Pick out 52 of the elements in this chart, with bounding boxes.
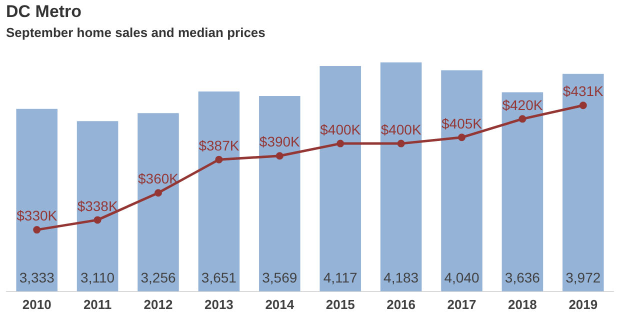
data-label: 3,333: [19, 269, 55, 286]
x-tick-label: 2012: [144, 296, 173, 312]
point: [276, 152, 284, 160]
bar: [441, 70, 482, 292]
point: [94, 216, 102, 224]
bar: [380, 62, 422, 292]
data-label: $405K: [442, 115, 483, 132]
data-label: $330K: [16, 208, 58, 224]
chart-subtitle: September home sales and median prices: [6, 25, 266, 40]
point: [518, 115, 526, 123]
data-label: 3,256: [140, 269, 176, 286]
bar: [16, 108, 58, 292]
x-tick-label: 2018: [508, 296, 537, 312]
data-label: 4,183: [384, 269, 419, 286]
data-label: $400K: [380, 121, 422, 138]
x-tick-label: 2013: [204, 296, 234, 312]
data-label: 3,636: [504, 269, 540, 286]
bar: [76, 121, 118, 292]
bar: [259, 96, 300, 292]
bar: [320, 66, 361, 292]
data-label: 4,040: [444, 269, 480, 286]
bar: [198, 91, 240, 292]
point: [336, 140, 344, 148]
data-label: 3,110: [80, 269, 115, 286]
x-tick-label: 2016: [386, 296, 416, 312]
bar: [502, 92, 544, 292]
data-label: $387K: [198, 137, 240, 154]
point: [215, 156, 223, 164]
x-tick-label: 2015: [326, 296, 355, 312]
data-label: 4,117: [323, 269, 358, 286]
x-tick-label: 2017: [447, 296, 476, 312]
data-label: $420K: [502, 96, 544, 113]
data-label: $390K: [259, 134, 301, 150]
bar: [562, 74, 604, 292]
x-tick-label: 2010: [22, 296, 52, 312]
chart-title: DC Metro: [6, 2, 82, 22]
point: [579, 102, 587, 110]
bar: [138, 113, 179, 292]
x-tick-label: 2014: [265, 296, 295, 312]
data-label: 3,972: [566, 269, 601, 286]
data-label: $338K: [77, 198, 118, 214]
data-label: $360K: [138, 170, 180, 187]
point: [458, 134, 466, 142]
point: [397, 140, 405, 148]
point: [154, 189, 162, 197]
point: [33, 226, 41, 234]
x-tick-label: 2019: [568, 296, 598, 312]
data-label: 3,651: [201, 269, 237, 286]
data-label: 3,569: [262, 269, 298, 286]
x-tick-label: 2011: [83, 296, 112, 312]
data-label: $431K: [562, 83, 604, 100]
data-label: $400K: [320, 121, 362, 138]
